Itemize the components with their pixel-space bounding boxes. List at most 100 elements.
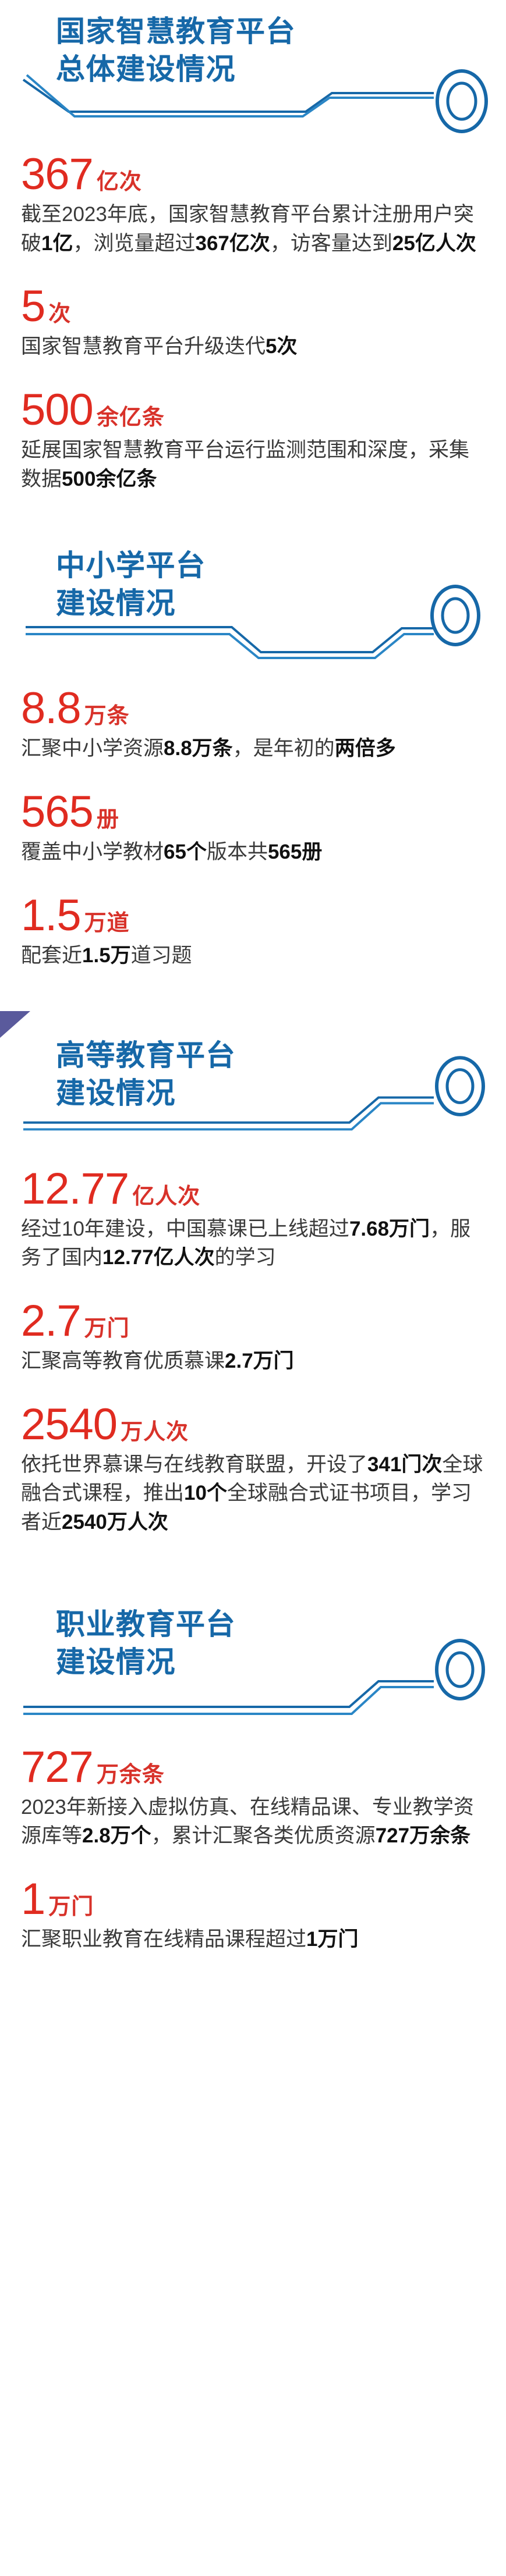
body-text-run: ，累计汇聚各类优质资源 [151,1824,376,1848]
body-text-run: 版本共 [206,841,268,864]
stat-figure: 2.7 万门 [21,1296,485,1346]
stat-item: 2540 万人次 依托世界慕课与在线教育联盟，开设了341门次全球融合式课程，推出… [0,1399,506,1537]
stat-unit: 亿次 [96,170,142,194]
stat-description: 汇聚职业教育在线精品课程超过1万门 [21,1925,485,1954]
body-text-run: 的学习 [214,1246,276,1269]
highlighted-figure: 8.8万条 [164,737,233,760]
body-text-run: 经过10年建设，中国慕课已上线超过 [21,1217,349,1240]
stat-value: 5 [21,282,45,332]
body-text-run: 2023年新接入虚拟仿真、在线精品课、专业教学资源库等 [21,1795,474,1848]
body-text-run: 依托世界慕课与在线教育联盟，开设了 [21,1453,368,1476]
highlighted-figure: 12.77亿人次 [102,1246,215,1269]
stat-item: 1.5 万道 配套近1.5万道习题 [0,890,506,970]
stat-unit: 余亿条 [96,405,165,430]
stat-figure: 727 万余条 [21,1745,485,1789]
section-title-higher-education: 高等教育平台 建设情况 [56,1024,506,1112]
body-text-run: 全球融合式证书项目，学习者近 [21,1482,472,1533]
stat-unit: 册 [96,807,119,832]
highlighted-figure: 2.7万门 [225,1349,294,1372]
stat-value: 565 [21,787,94,837]
stat-unit: 万道 [84,910,130,935]
body-text-run: 汇聚高等教育优质慕课 [21,1349,225,1372]
body-text-run: 延展国家智慧教育平台运行监测范围和深度，采集数据 [21,439,470,490]
stat-value: 2.7 [21,1296,82,1346]
stat-value: 367 [21,150,94,199]
stat-description: 汇聚高等教育优质慕课2.7万门 [21,1347,485,1376]
highlighted-figure: 2540万人次 [62,1510,168,1533]
section-k12: 中小学平台 建设情况 8.8 万条 汇聚中小学资源8.8万条，是年初的两倍多 56… [0,534,506,970]
stat-figure: 1.5 万道 [21,890,485,940]
body-text-run: 全球融合式课程，推出 [21,1453,483,1505]
stat-item: 1 万门 汇聚职业教育在线精品课程超过1万门 [0,1877,506,1954]
stat-description: 经过10年建设，中国慕课已上线超过7.68万门，服务了国内12.77亿人次的学习 [21,1215,485,1272]
section-title-line2: 总体建设情况 [56,53,236,86]
highlighted-figure: 727万余条 [375,1824,471,1848]
section-title-vocational: 职业教育平台 建设情况 [56,1606,506,1681]
stat-description: 依托世界慕课与在线教育联盟，开设了341门次全球融合式课程，推出10个全球融合式… [21,1450,485,1537]
stat-value: 500 [21,385,94,435]
stat-figure: 8.8 万条 [21,686,485,731]
body-text-run: ，访客量达到 [270,232,392,255]
highlighted-figure: 两倍多 [334,737,396,760]
stat-item: 367 亿次 截至2023年底，国家智慧教育平台累计注册用户突破1亿，浏览量超过3… [0,152,506,258]
highlighted-figure: 65个 [164,841,207,864]
stat-value: 727 [21,1742,94,1792]
section-title-line1: 高等教育平台 [56,1038,236,1072]
section-title-line2: 建设情况 [56,1076,176,1109]
body-text-run: ，服务了国内 [21,1217,471,1269]
stat-description: 2023年新接入虚拟仿真、在线精品课、专业教学资源库等2.8万个，累计汇聚各类优… [21,1793,485,1851]
stat-item: 727 万余条 2023年新接入虚拟仿真、在线精品课、专业教学资源库等2.8万个，… [0,1745,506,1851]
stat-figure: 500 余亿条 [21,388,485,432]
stat-value: 1 [21,1874,45,1924]
stat-item: 8.8 万条 汇聚中小学资源8.8万条，是年初的两倍多 [0,686,506,763]
stat-unit: 万余条 [96,1762,165,1787]
body-text-run: 配套近 [21,944,83,967]
stat-value: 8.8 [21,684,82,734]
stat-item: 565 册 覆盖中小学教材65个版本共565册 [0,790,506,867]
section-overall: 国家智慧教育平台 总体建设情况 367 亿次 截至2023年底，国家智慧教育平台累… [0,0,506,493]
stat-figure: 1 万门 [21,1877,485,1922]
stat-unit: 万条 [84,704,130,729]
stat-unit: 万人次 [121,1419,189,1444]
section-header-higher-education: 高等教育平台 建设情况 [0,1011,506,1167]
highlighted-figure: 367亿次 [195,232,270,255]
section-title-line1: 中小学平台 [56,549,206,582]
section-title-line2: 建设情况 [56,587,176,620]
stat-figure: 367 亿次 [21,152,485,197]
highlighted-figure: 25亿人次 [392,232,476,255]
highlighted-figure: 7.68万门 [349,1217,430,1240]
highlighted-figure: 5次 [266,335,298,358]
stat-unit: 亿人次 [132,1184,201,1209]
stat-description: 配套近1.5万道习题 [21,941,485,970]
highlighted-figure: 1.5万 [82,944,131,967]
highlighted-figure: 1亿 [41,232,73,255]
highlighted-figure: 10个 [184,1482,227,1505]
stat-item: 2.7 万门 汇聚高等教育优质慕课2.7万门 [0,1296,506,1376]
body-text-run: 汇聚中小学资源 [21,737,164,760]
section-header-overall: 国家智慧教育平台 总体建设情况 [0,0,506,152]
stat-value: 1.5 [21,890,82,940]
stat-unit: 万门 [84,1316,130,1341]
body-text-run: 截至2023年底，国家智慧教育平台累计注册用户突破 [21,203,474,255]
section-title-overall: 国家智慧教育平台 总体建设情况 [56,13,506,88]
section-title-k12: 中小学平台 建设情况 [56,547,506,622]
highlighted-figure: 565册 [267,841,323,864]
section-higher-education: 高等教育平台 建设情况 12.77 亿人次 经过10年建设，中国慕课已上线超过7.… [0,1011,506,1537]
stat-value: 12.77 [21,1164,129,1214]
body-text-run: 覆盖中小学教材 [21,841,164,864]
body-text-run: 汇聚职业教育在线精品课程超过 [21,1928,307,1951]
section-vocational: 职业教育平台 建设情况 727 万余条 2023年新接入虚拟仿真、在线精品课、专业… [0,1593,506,1954]
stat-value: 2540 [21,1399,118,1449]
highlighted-figure: 2.8万个 [82,1824,151,1848]
body-text-run: ，是年初的 [232,737,335,760]
stat-figure: 2540 万人次 [21,1399,485,1449]
section-header-k12: 中小学平台 建设情况 [0,534,506,686]
stat-description: 汇聚中小学资源8.8万条，是年初的两倍多 [21,734,485,763]
stat-description: 截至2023年底，国家智慧教育平台累计注册用户突破1亿，浏览量超过367亿次，访… [21,200,485,258]
stat-description: 国家智慧教育平台升级迭代5次 [21,332,485,361]
stat-item: 500 余亿条 延展国家智慧教育平台运行监测范围和深度，采集数据500余亿条 [0,388,506,493]
body-text-run: ，浏览量超过 [73,232,196,255]
section-title-line2: 建设情况 [56,1645,176,1678]
